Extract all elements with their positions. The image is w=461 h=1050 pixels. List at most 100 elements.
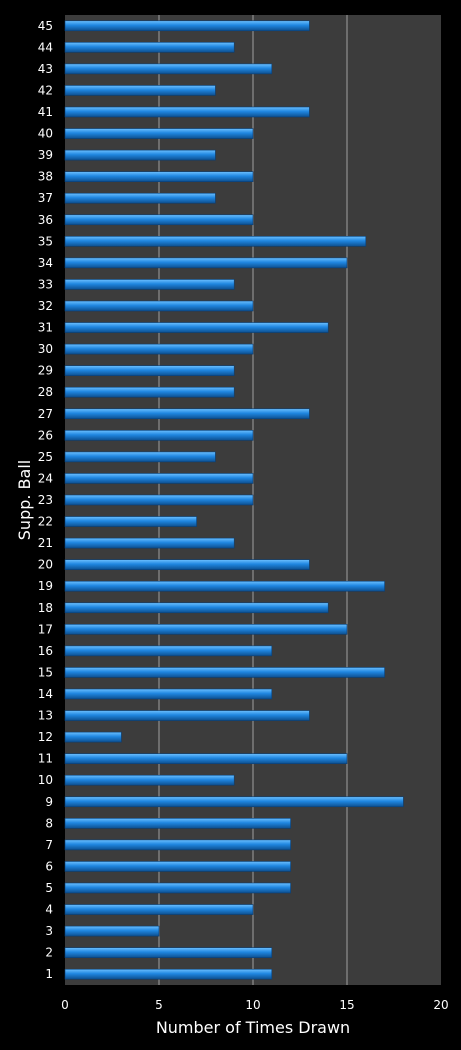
bar-38	[64, 171, 254, 182]
bar-41	[64, 106, 310, 118]
bar-42	[64, 85, 216, 96]
y-tick-label: 44	[38, 40, 53, 54]
bar-36	[64, 214, 254, 226]
y-tick-label: 38	[38, 170, 53, 184]
y-tick-label: 7	[45, 838, 53, 852]
y-tick-label: 14	[38, 687, 53, 701]
bar-15	[64, 667, 385, 678]
y-tick-label: 8	[45, 816, 53, 830]
y-tick-label: 15	[38, 665, 53, 679]
bar-11	[64, 753, 348, 764]
y-tick-label: 20	[38, 558, 53, 572]
y-tick-label: 28	[38, 385, 53, 399]
y-tick-label: 37	[38, 191, 53, 205]
y-tick-label: 3	[45, 924, 53, 938]
x-tick-label: 5	[155, 998, 163, 1012]
y-tick-label: 27	[38, 407, 53, 421]
bar-7	[64, 839, 291, 851]
y-tick-label: 34	[38, 256, 53, 270]
y-tick-label: 32	[38, 299, 53, 313]
bar-19	[64, 580, 385, 592]
y-tick-label: 17	[38, 622, 53, 636]
bar-27	[64, 408, 310, 420]
bar-28	[64, 386, 235, 398]
x-tick-label: 10	[245, 998, 260, 1012]
bar-5	[64, 882, 291, 894]
bar-31	[64, 322, 329, 333]
y-tick-label: 18	[38, 601, 53, 615]
bar-29	[64, 365, 235, 376]
bar-4	[64, 904, 254, 915]
y-tick-label: 2	[45, 946, 53, 960]
y-axis-label: Supp. Ball	[15, 460, 34, 540]
y-tick-label: 43	[38, 62, 53, 76]
y-tick-label: 42	[38, 83, 53, 97]
y-tick-label: 21	[38, 536, 53, 550]
bar-2	[64, 947, 273, 958]
y-tick-label: 1	[45, 967, 53, 981]
bar-32	[64, 300, 254, 312]
y-tick-label: 45	[38, 19, 53, 33]
bar-16	[64, 645, 273, 657]
bar-10	[64, 774, 235, 786]
y-tick-label: 9	[45, 795, 53, 809]
bars	[64, 20, 404, 980]
bar-13	[64, 710, 310, 721]
bar-33	[64, 279, 235, 290]
y-tick-label: 26	[38, 428, 53, 442]
bar-43	[64, 63, 273, 75]
bar-40	[64, 128, 254, 139]
y-tick-label: 35	[38, 234, 53, 248]
bar-17	[64, 624, 348, 635]
bar-23	[64, 494, 254, 506]
y-tick-label: 40	[38, 127, 53, 141]
y-tick-label: 13	[38, 709, 53, 723]
y-tick-labels: 1234567891011121314151617181920212223242…	[38, 19, 53, 981]
y-tick-label: 19	[38, 579, 53, 593]
bar-44	[64, 42, 235, 53]
x-tick-labels: 0 5 10 15 20	[61, 998, 448, 1012]
x-axis-label: Number of Times Drawn	[156, 1018, 350, 1037]
y-tick-label: 39	[38, 148, 53, 162]
x-tick-label: 20	[433, 998, 448, 1012]
bar-14	[64, 688, 273, 700]
bar-21	[64, 537, 235, 549]
bar-26	[64, 430, 254, 441]
bar-8	[64, 818, 291, 829]
bar-1	[64, 968, 273, 980]
y-tick-label: 23	[38, 493, 53, 507]
bar-34	[64, 257, 348, 269]
bar-20	[64, 559, 310, 570]
x-tick-label: 0	[61, 998, 69, 1012]
y-tick-label: 22	[38, 515, 53, 529]
y-tick-label: 4	[45, 903, 53, 917]
y-tick-label: 5	[45, 881, 53, 895]
y-tick-label: 16	[38, 644, 53, 658]
bar-39	[64, 149, 216, 161]
bar-12	[64, 731, 122, 743]
bar-35	[64, 236, 367, 247]
y-tick-label: 29	[38, 364, 53, 378]
bar-45	[64, 20, 310, 32]
y-tick-label: 30	[38, 342, 53, 356]
y-tick-label: 36	[38, 213, 53, 227]
bar-18	[64, 602, 329, 614]
y-tick-label: 24	[38, 471, 53, 485]
bar-25	[64, 451, 216, 463]
x-tick-label: 15	[339, 998, 354, 1012]
y-tick-label: 12	[38, 730, 53, 744]
bar-22	[64, 516, 197, 527]
bar-24	[64, 473, 254, 484]
y-tick-label: 41	[38, 105, 53, 119]
bar-6	[64, 861, 291, 872]
bar-3	[64, 925, 160, 937]
bar-9	[64, 796, 404, 808]
y-tick-label: 6	[45, 859, 53, 873]
bar-37	[64, 192, 216, 204]
y-tick-label: 11	[38, 752, 53, 766]
y-tick-label: 33	[38, 277, 53, 291]
y-tick-label: 25	[38, 450, 53, 464]
y-tick-label: 10	[38, 773, 53, 787]
y-tick-label: 31	[38, 321, 53, 335]
